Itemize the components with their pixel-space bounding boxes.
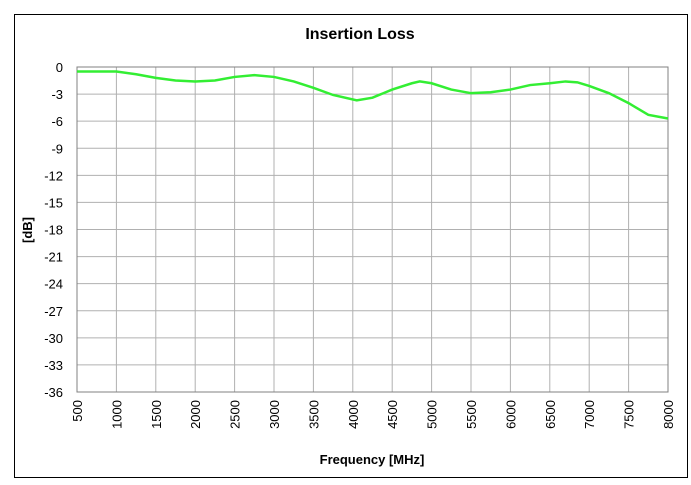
y-tick-label: -9 (51, 141, 63, 156)
y-tick-label: -18 (44, 223, 63, 238)
x-tick-label: 2500 (228, 400, 243, 429)
x-tick-label: 2000 (188, 400, 203, 429)
data-line (77, 70, 669, 120)
y-tick-label: -36 (44, 385, 63, 400)
y-tick-label: 0 (56, 60, 63, 75)
x-tick-label: 1000 (109, 400, 124, 429)
x-tick-label: 1500 (149, 400, 164, 429)
x-tick-label: 5000 (425, 400, 440, 429)
y-tick-label: -6 (51, 114, 63, 129)
x-tick-label: 3000 (267, 400, 282, 429)
y-tick-label: -3 (51, 87, 63, 102)
x-tick-label: 7500 (622, 400, 637, 429)
y-tick-label: -21 (44, 250, 63, 265)
x-tick-label: 7000 (582, 400, 597, 429)
x-tick-label: 8000 (661, 400, 676, 429)
y-tick-label: -24 (44, 277, 63, 292)
x-tick-label: 500 (70, 400, 85, 422)
y-axis-label: [dB] (20, 217, 35, 243)
y-tick-label: -33 (44, 358, 63, 373)
y-tick-label: -12 (44, 168, 63, 183)
y-tick-label: -30 (44, 331, 63, 346)
x-tick-label: 6500 (543, 400, 558, 429)
chart-title: Insertion Loss (305, 26, 414, 43)
x-axis-label: Frequency [MHz] (320, 452, 425, 467)
x-tick-label: 5500 (464, 400, 479, 429)
x-tick-label: 4500 (385, 400, 400, 429)
x-tick-label: 3500 (306, 400, 321, 429)
x-tick-label: 4000 (346, 400, 361, 429)
x-tick-label: 6000 (503, 400, 518, 429)
y-tick-label: -27 (44, 304, 63, 319)
plot-border (76, 66, 669, 393)
y-tick-label: -15 (44, 195, 63, 210)
